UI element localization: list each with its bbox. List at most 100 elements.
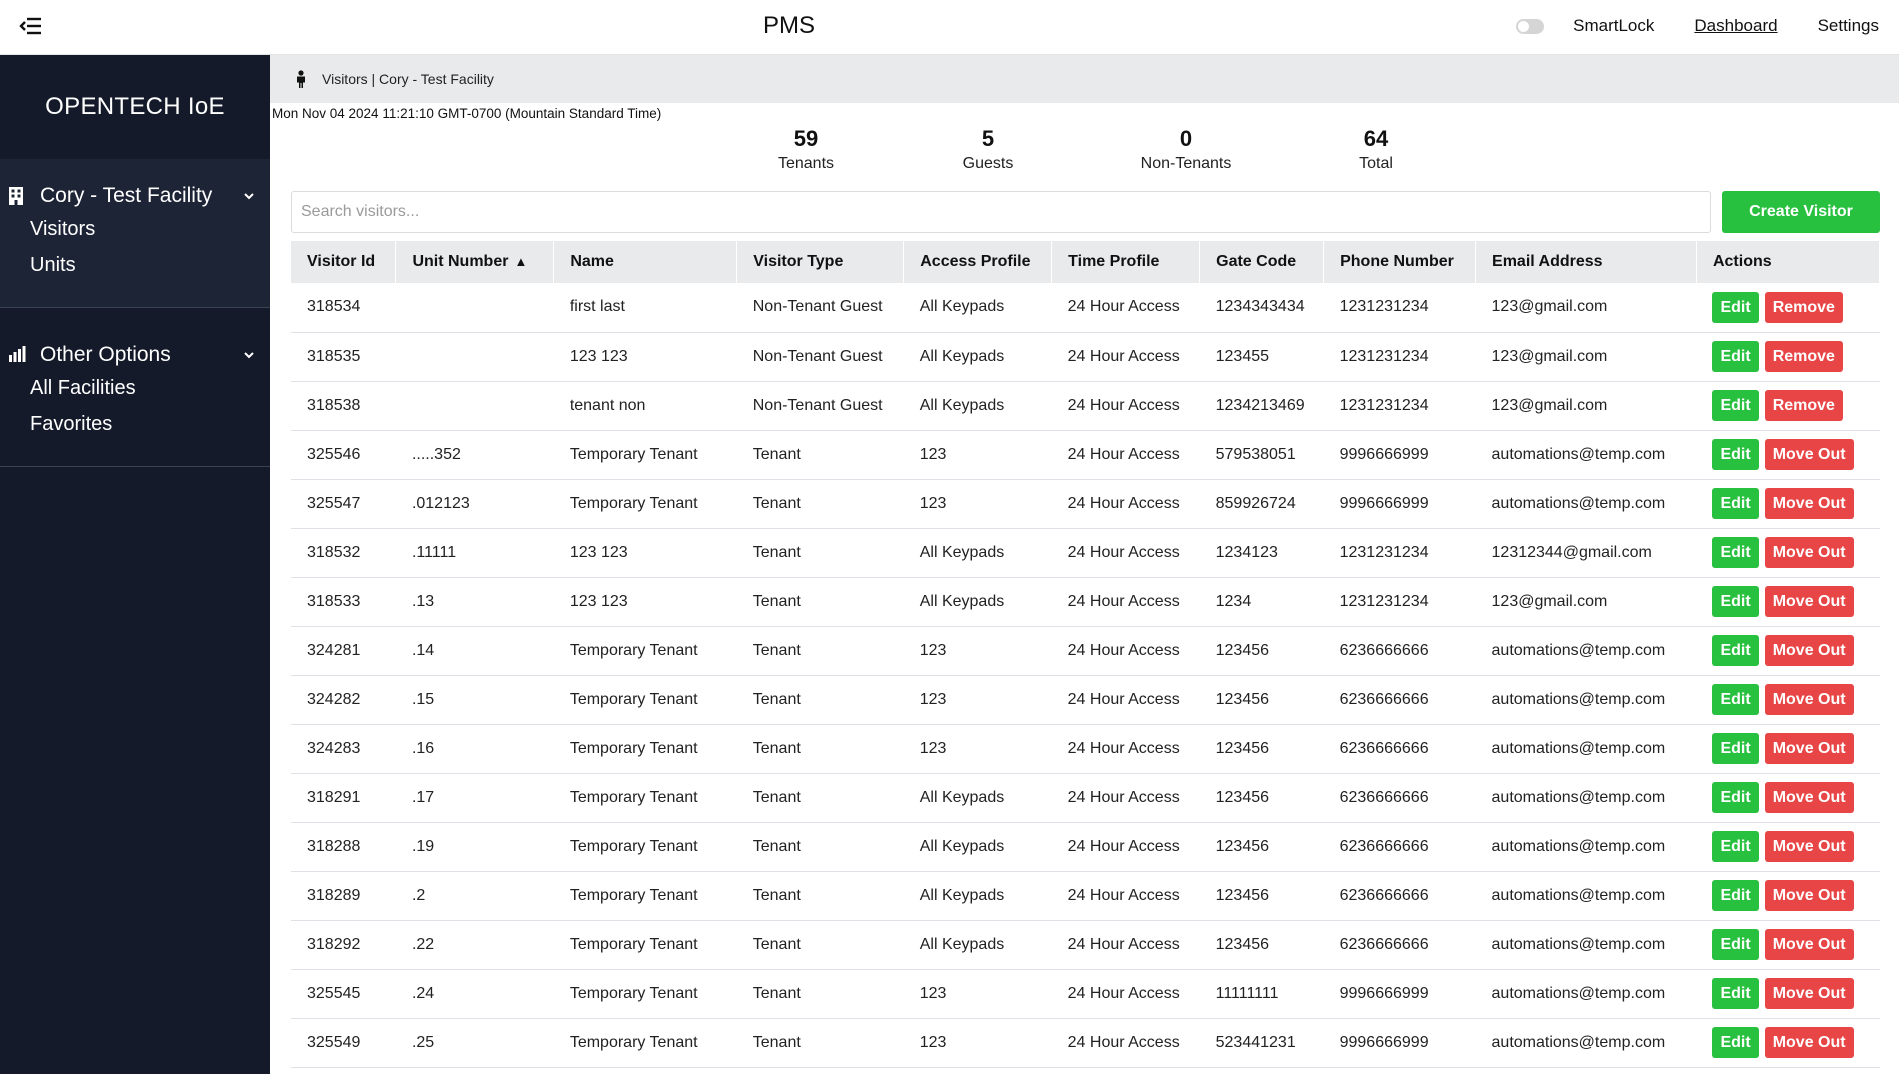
cell-name: 123 123 xyxy=(553,528,737,578)
edit-button[interactable]: Edit xyxy=(1712,733,1759,764)
cell-phone-number: 9996666999 xyxy=(1323,430,1476,480)
cell-time-profile: 24 Hour Access xyxy=(1051,675,1200,725)
settings-link[interactable]: Settings xyxy=(1817,16,1879,35)
column-header-unit-number[interactable]: Unit Number ▲ xyxy=(395,241,555,283)
move-out-button[interactable]: Move Out xyxy=(1764,733,1854,764)
cell-time-profile: 24 Hour Access xyxy=(1051,381,1200,431)
facility-selector[interactable]: Cory - Test Facility xyxy=(0,181,270,211)
edit-button[interactable]: Edit xyxy=(1712,782,1759,813)
move-out-button[interactable]: Move Out xyxy=(1764,782,1854,813)
edit-button[interactable]: Edit xyxy=(1712,390,1759,421)
cell-visitor-type: Tenant xyxy=(736,479,904,529)
move-out-button[interactable]: Move Out xyxy=(1764,488,1854,519)
other-options-toggle[interactable]: Other Options xyxy=(0,340,270,370)
move-out-button[interactable]: Move Out xyxy=(1764,978,1854,1009)
cell-access-profile: All Keypads xyxy=(903,528,1052,578)
remove-button[interactable]: Remove xyxy=(1764,291,1843,323)
edit-button[interactable]: Edit xyxy=(1712,586,1759,617)
move-out-button[interactable]: Move Out xyxy=(1764,439,1854,470)
remove-button[interactable]: Remove xyxy=(1764,390,1843,421)
building-icon xyxy=(8,186,26,206)
stat-total: 64 Total xyxy=(1296,125,1456,173)
edit-button[interactable]: Edit xyxy=(1712,684,1759,715)
cell-access-profile: 123 xyxy=(903,430,1052,480)
remove-button[interactable]: Remove xyxy=(1764,341,1843,372)
cell-email-address: automations@temp.com xyxy=(1475,675,1697,725)
column-header-phone-number[interactable]: Phone Number xyxy=(1323,241,1477,283)
dashboard-link[interactable]: Dashboard xyxy=(1694,16,1778,35)
edit-button[interactable]: Edit xyxy=(1712,929,1759,960)
cell-name: Temporary Tenant xyxy=(553,430,737,480)
edit-button[interactable]: Edit xyxy=(1712,635,1759,666)
edit-button[interactable]: Edit xyxy=(1712,880,1759,911)
edit-button[interactable]: Edit xyxy=(1712,439,1759,470)
edit-button[interactable]: Edit xyxy=(1712,537,1759,568)
sidebar-item-all-facilities[interactable]: All Facilities xyxy=(30,377,136,399)
stat-label: Non-Tenants xyxy=(1140,155,1232,172)
cell-visitor-id: 324283 xyxy=(291,724,396,774)
edit-button[interactable]: Edit xyxy=(1712,978,1759,1009)
edit-button[interactable]: Edit xyxy=(1712,831,1759,862)
cell-gate-code: 123456 xyxy=(1199,871,1324,921)
table-row: 325546 .....352 Temporary Tenant Tenant 123 2… xyxy=(291,430,1880,480)
move-out-button[interactable]: Move Out xyxy=(1764,684,1854,715)
chevron-down-icon[interactable] xyxy=(242,348,256,362)
cell-unit-number: .16 xyxy=(395,724,554,774)
column-header-name[interactable]: Name xyxy=(553,241,738,283)
cell-access-profile: All Keypads xyxy=(903,577,1052,627)
move-out-button[interactable]: Move Out xyxy=(1764,635,1854,666)
table-row: 318535 123 123 Non-Tenant Guest All Keypads… xyxy=(291,332,1880,382)
column-header-gate-code[interactable]: Gate Code xyxy=(1199,241,1325,283)
cell-visitor-type: Tenant xyxy=(736,724,904,774)
cell-gate-code: 523441231 xyxy=(1199,1018,1324,1068)
create-visitor-button[interactable]: Create Visitor xyxy=(1722,191,1880,233)
smartlock-toggle[interactable] xyxy=(1516,18,1545,34)
sidebar-item-favorites[interactable]: Favorites xyxy=(30,413,113,435)
cell-access-profile: All Keypads xyxy=(903,773,1052,823)
facility-name: Cory - Test Facility xyxy=(40,184,213,207)
search-input[interactable] xyxy=(291,191,1711,233)
column-header-time-profile[interactable]: Time Profile xyxy=(1051,241,1201,283)
cell-name: Temporary Tenant xyxy=(553,724,737,774)
cell-visitor-type: Tenant xyxy=(736,626,904,676)
edit-button[interactable]: Edit xyxy=(1712,488,1759,519)
stat-value: 59 xyxy=(793,126,819,151)
cell-actions: Edit Move Out xyxy=(1696,920,1880,970)
sidebar-item-visitors[interactable]: Visitors xyxy=(30,218,96,240)
menu-collapse-icon[interactable] xyxy=(18,13,44,39)
column-header-access-profile[interactable]: Access Profile xyxy=(903,241,1053,283)
sidebar-item-units[interactable]: Units xyxy=(30,254,76,276)
move-out-button[interactable]: Move Out xyxy=(1764,880,1854,911)
column-header-email-address[interactable]: Email Address xyxy=(1475,241,1697,283)
move-out-button[interactable]: Move Out xyxy=(1764,831,1854,862)
table-row: 318289.2 Temporary Tenant Tenant All Keypad… xyxy=(291,871,1880,921)
move-out-button[interactable]: Move Out xyxy=(1764,537,1854,568)
top-nav: SmartLock Dashboard Settings xyxy=(1516,0,1879,52)
smartlock-label[interactable]: SmartLock xyxy=(1573,16,1655,35)
cell-actions: Edit Move Out xyxy=(1696,1018,1880,1068)
edit-button[interactable]: Edit xyxy=(1712,291,1759,323)
move-out-button[interactable]: Move Out xyxy=(1764,929,1854,960)
cell-email-address: 123@gmail.com xyxy=(1475,332,1697,382)
stat-label: Guests xyxy=(962,155,1014,172)
table-row: 318291.17 Temporary Tenant Tenant All Keypa… xyxy=(291,773,1880,823)
cell-unit-number xyxy=(395,283,554,333)
cell-name: first last xyxy=(553,283,737,333)
move-out-button[interactable]: Move Out xyxy=(1764,586,1854,617)
cell-visitor-id: 318532 xyxy=(291,528,396,578)
cell-gate-code: 579538051 xyxy=(1199,430,1324,480)
cell-email-address: automations@temp.com xyxy=(1475,822,1697,872)
cell-phone-number: 6236666666 xyxy=(1323,773,1476,823)
edit-button[interactable]: Edit xyxy=(1712,341,1759,372)
chevron-down-icon[interactable] xyxy=(242,189,256,203)
cell-visitor-id: 318534 xyxy=(291,283,396,333)
move-out-button[interactable]: Move Out xyxy=(1764,1027,1854,1058)
table-row: 325549.25 Temporary Tenant Tenant 123 24 Hou… xyxy=(291,1018,1880,1068)
edit-button[interactable]: Edit xyxy=(1712,1027,1759,1058)
cell-phone-number: 6236666666 xyxy=(1323,626,1476,676)
column-header-visitor-type[interactable]: Visitor Type xyxy=(736,241,905,283)
table-row: 318292.22 Temporary Tenant Tenant All Keypa… xyxy=(291,920,1880,970)
cell-phone-number: 9996666999 xyxy=(1323,969,1476,1019)
cell-unit-number: .25 xyxy=(395,1018,554,1068)
column-header-visitor-id[interactable]: Visitor Id xyxy=(291,241,397,283)
